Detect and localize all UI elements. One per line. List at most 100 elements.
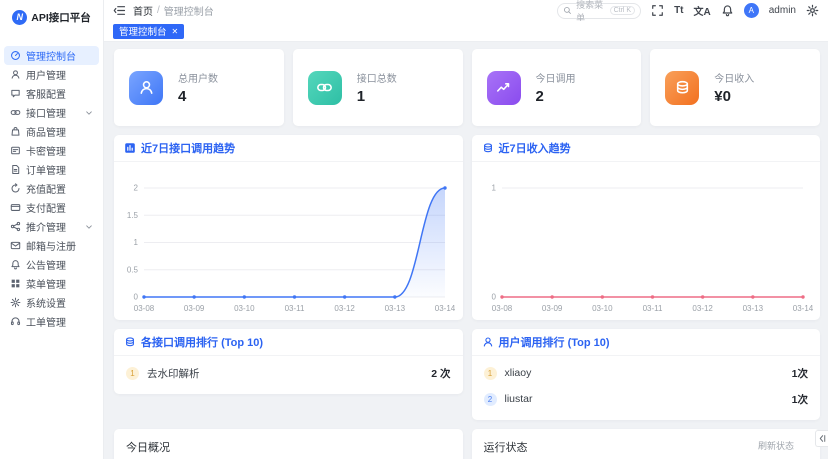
sidebar-item[interactable]: 商品管理: [4, 122, 99, 141]
sidebar-item[interactable]: 支付配置: [4, 198, 99, 217]
panel-collapse-handle[interactable]: [815, 430, 828, 447]
dashboard-content: 总用户数 4 接口总数 1 今日调用 2: [104, 42, 828, 459]
sidebar-item[interactable]: 推介管理: [4, 217, 99, 236]
sidebar-item[interactable]: 工单管理: [4, 312, 99, 331]
pay-icon: [10, 202, 21, 213]
topbar-actions: 搜索菜单 Ctrl K Tt 文A A admin: [557, 0, 819, 23]
income-trend-title: 近7日收入趋势: [498, 143, 571, 155]
coins-icon: [482, 142, 494, 154]
user-ranking-card: 用户调用排行 (Top 10) 1 xliaoy 1次 2 liustar 1次: [471, 329, 820, 420]
breadcrumb-current: 管理控制台: [163, 7, 214, 18]
rankings-row: 各接口调用排行 (Top 10) 1 去水印解析 2 次 用户调用排行 (: [114, 329, 820, 420]
bell-icon: [10, 259, 21, 270]
app-logo[interactable]: N API接口平台: [0, 0, 103, 34]
today-overview-title: 今日概况: [126, 442, 170, 454]
recharge-icon: [10, 183, 21, 194]
sidebar-item-label: 卡密管理: [26, 147, 66, 158]
svg-text:03-08: 03-08: [491, 304, 512, 313]
coins-icon: [124, 336, 136, 348]
search-input[interactable]: 搜索菜单 Ctrl K: [557, 0, 642, 23]
sidebar-item[interactable]: 客服配置: [4, 84, 99, 103]
dashboard-icon: [10, 50, 21, 61]
sidebar-item[interactable]: 订单管理: [4, 160, 99, 179]
rank-count: 1次: [791, 393, 808, 406]
today-overview-card: 今日概况: [114, 429, 463, 459]
tab-close-icon[interactable]: ✕: [171, 26, 179, 36]
calls-trend-card: 近7日接口调用趋势 0 0.5 1 1.5 2 03-08 03-09 03-10 03-11 0…: [114, 135, 463, 320]
user-ranking-title: 用户调用排行 (Top 10): [498, 337, 610, 349]
stat-value: 1: [356, 88, 366, 105]
fullscreen-icon[interactable]: [651, 4, 664, 17]
sidebar-item[interactable]: 用户管理: [4, 65, 99, 84]
sidebar-item-label: 工单管理: [26, 318, 66, 329]
sidebar-item[interactable]: 管理控制台: [4, 46, 99, 65]
calls-trend-title: 近7日接口调用趋势: [141, 143, 236, 155]
stat-label: 今日调用: [535, 74, 576, 85]
rank-name: xliaoy: [504, 367, 532, 379]
stats-row: 总用户数 4 接口总数 1 今日调用 2: [114, 49, 820, 126]
income-trend-chart: 0 1 03-08 03-09 03-10 03-11 03-12 03-13 03-14: [472, 162, 821, 319]
api-icon: [10, 107, 21, 118]
sidebar: N API接口平台 管理控制台 用户管理 客服配置: [0, 0, 104, 459]
tab-label: 管理控制台: [119, 27, 167, 38]
sidebar-item-label: 支付配置: [26, 204, 66, 215]
rank-badge: 2: [483, 392, 497, 406]
ranking-list-item: 2 liustar 1次: [483, 386, 808, 412]
sidebar-item-label: 商品管理: [26, 128, 66, 139]
translate-icon[interactable]: 文A: [693, 7, 711, 18]
avatar[interactable]: A: [743, 3, 759, 18]
bell-icon[interactable]: [721, 4, 734, 17]
run-status-title: 运行状态: [483, 442, 528, 454]
svg-text:0.5: 0.5: [127, 265, 139, 274]
stat-value: 2: [535, 88, 544, 105]
svg-text:1: 1: [134, 238, 139, 247]
app-title: API接口平台: [31, 11, 91, 24]
share-icon: [10, 221, 21, 232]
svg-text:03-13: 03-13: [385, 304, 406, 313]
sidebar-item[interactable]: 菜单管理: [4, 274, 99, 293]
svg-text:03-10: 03-10: [234, 304, 255, 313]
tab-dashboard[interactable]: 管理控制台 ✕: [113, 23, 185, 39]
stat-card: 今日收入 ¥0: [650, 49, 820, 126]
chevron-down-icon: [85, 109, 93, 117]
sidebar-item-label: 推介管理: [26, 223, 66, 234]
sidebar-item-label: 接口管理: [26, 109, 66, 120]
breadcrumb-home[interactable]: 首页: [133, 7, 153, 18]
rank-count: 2 次: [431, 367, 451, 380]
doc-icon: [10, 164, 21, 175]
svg-text:1: 1: [491, 184, 496, 193]
sidebar-item[interactable]: 卡密管理: [4, 141, 99, 160]
svg-text:03-08: 03-08: [134, 304, 155, 313]
gear-icon: [10, 297, 21, 308]
sidebar-item[interactable]: 邮箱与注册: [4, 236, 99, 255]
svg-text:03-11: 03-11: [285, 304, 305, 313]
collapse-menu-icon[interactable]: [113, 4, 126, 17]
refresh-status-link[interactable]: 刷新状态: [757, 441, 794, 451]
username[interactable]: admin: [768, 5, 796, 16]
breadcrumb: 首页 / 管理控制台: [133, 3, 214, 18]
sidebar-item-label: 充值配置: [26, 185, 66, 196]
sidebar-item[interactable]: 公告管理: [4, 255, 99, 274]
coins-icon: [665, 70, 700, 105]
gear-icon[interactable]: [806, 4, 819, 17]
search-icon: [563, 6, 572, 15]
sidebar-item-label: 管理控制台: [26, 52, 76, 63]
sidebar-item[interactable]: 充值配置: [4, 179, 99, 198]
charts-row: 近7日接口调用趋势 0 0.5 1 1.5 2 03-08 03-09 03-10 03-11 0…: [114, 135, 820, 320]
grid-icon: [10, 278, 21, 289]
sidebar-item[interactable]: 接口管理: [4, 103, 99, 122]
font-size-icon[interactable]: Tt: [674, 5, 684, 16]
sidebar-item-label: 菜单管理: [26, 280, 66, 291]
rank-name: 去水印解析: [147, 367, 200, 380]
svg-text:0: 0: [134, 293, 139, 302]
svg-text:1.5: 1.5: [127, 211, 139, 220]
rank-name: liustar: [504, 393, 533, 405]
user-icon: [129, 70, 163, 105]
svg-text:03-13: 03-13: [742, 304, 763, 313]
sidebar-item[interactable]: 系统设置: [4, 293, 99, 312]
svg-text:0: 0: [491, 293, 496, 302]
api-ranking-card: 各接口调用排行 (Top 10) 1 去水印解析 2 次: [114, 329, 463, 394]
rank-badge: 1: [126, 366, 139, 380]
mail-icon: [10, 240, 21, 251]
stat-card: 今日调用 2: [471, 49, 642, 126]
